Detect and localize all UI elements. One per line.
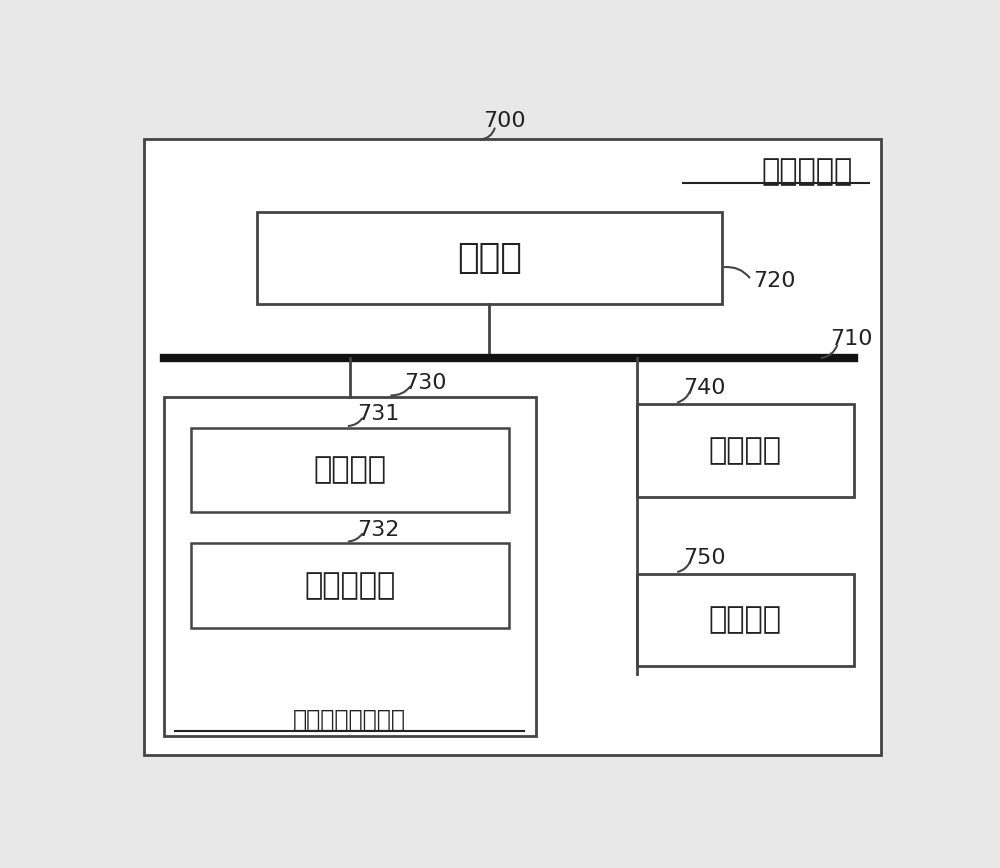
- Text: 网络接口: 网络接口: [708, 606, 782, 635]
- Text: 内存储器: 内存储器: [708, 436, 782, 465]
- Text: 720: 720: [753, 272, 795, 292]
- Text: 731: 731: [358, 404, 400, 424]
- Bar: [637, 574, 854, 667]
- Bar: [257, 212, 722, 305]
- Text: 计算机设备: 计算机设备: [761, 157, 853, 187]
- Bar: [191, 428, 509, 512]
- Text: 730: 730: [404, 373, 446, 393]
- Text: 操作系统: 操作系统: [313, 456, 386, 484]
- Text: 740: 740: [683, 378, 726, 398]
- Bar: [637, 404, 854, 496]
- Text: 732: 732: [358, 520, 400, 540]
- Bar: [191, 543, 509, 628]
- Text: 计算机程序: 计算机程序: [304, 571, 395, 600]
- Text: 750: 750: [683, 549, 726, 569]
- Text: 700: 700: [483, 111, 526, 131]
- Text: 非易失性存储介质: 非易失性存储介质: [293, 708, 406, 733]
- Text: 处理器: 处理器: [457, 241, 522, 275]
- Text: 710: 710: [830, 329, 873, 349]
- Bar: [164, 397, 536, 735]
